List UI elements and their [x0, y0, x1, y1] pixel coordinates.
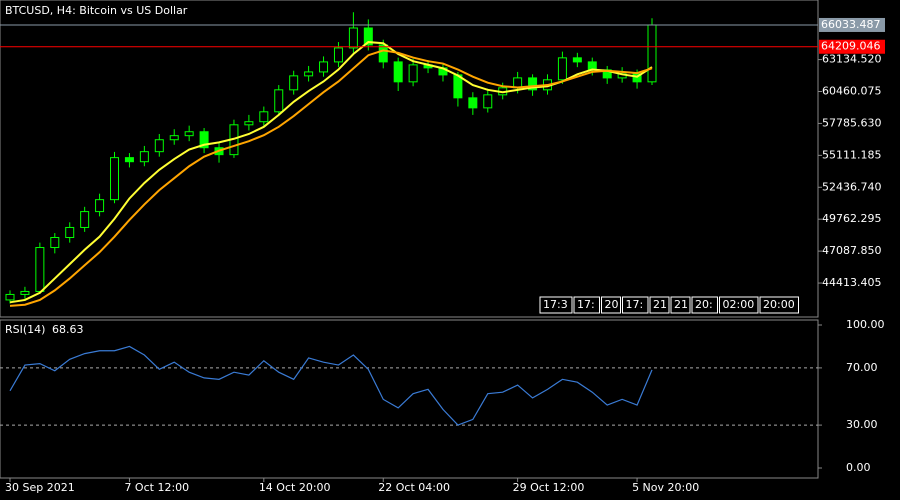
x-tick-label: 7 Oct 12:00: [124, 481, 189, 494]
candle-body: [468, 97, 478, 109]
y-tick-label: 63134.520: [822, 53, 882, 66]
candle-body: [528, 77, 538, 91]
candle-body: [647, 24, 657, 83]
x-tick-label: 22 Oct 04:00: [378, 481, 450, 494]
x-tick-label: 30 Sep 2021: [5, 481, 75, 494]
candle-body: [274, 89, 284, 113]
level-label: 64209.046: [821, 40, 881, 53]
candle-body: [184, 131, 194, 137]
candle-body: [65, 226, 75, 238]
y-tick-label: 44413.405: [822, 276, 882, 289]
x-tick-label: 14 Oct 20:00: [259, 481, 331, 494]
candle-body: [408, 64, 418, 83]
y-tick-label: 57785.630: [822, 116, 882, 129]
moving-average: [9, 49, 653, 307]
y-tick-label: 55111.185: [822, 148, 882, 161]
candle-body: [110, 157, 120, 201]
y-tick-label: 60460.075: [822, 84, 882, 97]
time-box: [539, 296, 573, 314]
candle-body: [393, 61, 403, 83]
candle-body: [139, 151, 149, 163]
y-tick-label: 49762.295: [822, 212, 882, 225]
time-box-label: 20: [605, 298, 619, 311]
time-box-label: 20:: [695, 298, 713, 311]
rsi-frame: [0, 319, 819, 479]
time-box-label: 21: [653, 298, 667, 311]
candle-body: [124, 157, 134, 163]
time-box: [573, 296, 600, 314]
candle-body: [95, 199, 105, 213]
level-label-box: [819, 39, 885, 54]
candle-body: [348, 27, 358, 49]
candle-body: [483, 94, 493, 109]
price-frame: [0, 0, 819, 318]
candle-body: [80, 211, 90, 228]
time-box-label: 20:00: [763, 298, 795, 311]
rsi-value: 68.63: [52, 323, 84, 336]
candle-body: [244, 121, 254, 126]
candle-body: [259, 111, 269, 123]
moving-average: [9, 41, 653, 304]
time-box-label: 17:3: [543, 298, 568, 311]
y-tick-label: 30.00: [846, 418, 878, 431]
time-box: [670, 296, 691, 314]
x-tick-label: 29 Oct 12:00: [513, 481, 585, 494]
candle-body: [319, 61, 329, 73]
bid-label-box: [819, 17, 885, 32]
candle-body: [20, 290, 30, 295]
time-box: [649, 296, 670, 314]
time-box-label: 17:: [626, 298, 644, 311]
y-tick-label: 100.00: [846, 318, 885, 331]
candle-body: [289, 75, 299, 91]
y-tick-label: 47087.850: [822, 244, 882, 257]
chart-title: BTCUSD, H4: Bitcoin vs US Dollar: [5, 4, 188, 17]
candle-body: [199, 131, 209, 149]
candle-body: [35, 247, 45, 292]
time-box: [719, 296, 759, 314]
candle-body: [50, 236, 60, 249]
candle-body: [333, 47, 343, 63]
time-box: [601, 296, 621, 314]
y-tick-label: 52436.740: [822, 180, 882, 193]
y-tick-label: 70.00: [846, 361, 878, 374]
candle-body: [557, 57, 567, 81]
candle-body: [5, 293, 15, 301]
y-tick-label: 0.00: [846, 461, 871, 474]
candle-body: [169, 135, 179, 141]
rsi-line: [9, 345, 653, 426]
time-box: [691, 296, 718, 314]
time-box-label: 21: [674, 298, 688, 311]
candle-body: [304, 71, 314, 77]
candle-body: [363, 27, 373, 46]
x-tick-label: 5 Nov 20:00: [632, 481, 699, 494]
time-box: [759, 296, 799, 314]
bid-label: 66033.487: [821, 18, 881, 31]
time-box: [622, 296, 649, 314]
rsi-title: RSI(14): [5, 323, 45, 336]
candle-body: [378, 44, 388, 63]
candle-body: [572, 57, 582, 63]
time-box-label: 17:: [577, 298, 595, 311]
time-box-label: 02:00: [723, 298, 755, 311]
candle-body: [154, 139, 164, 153]
